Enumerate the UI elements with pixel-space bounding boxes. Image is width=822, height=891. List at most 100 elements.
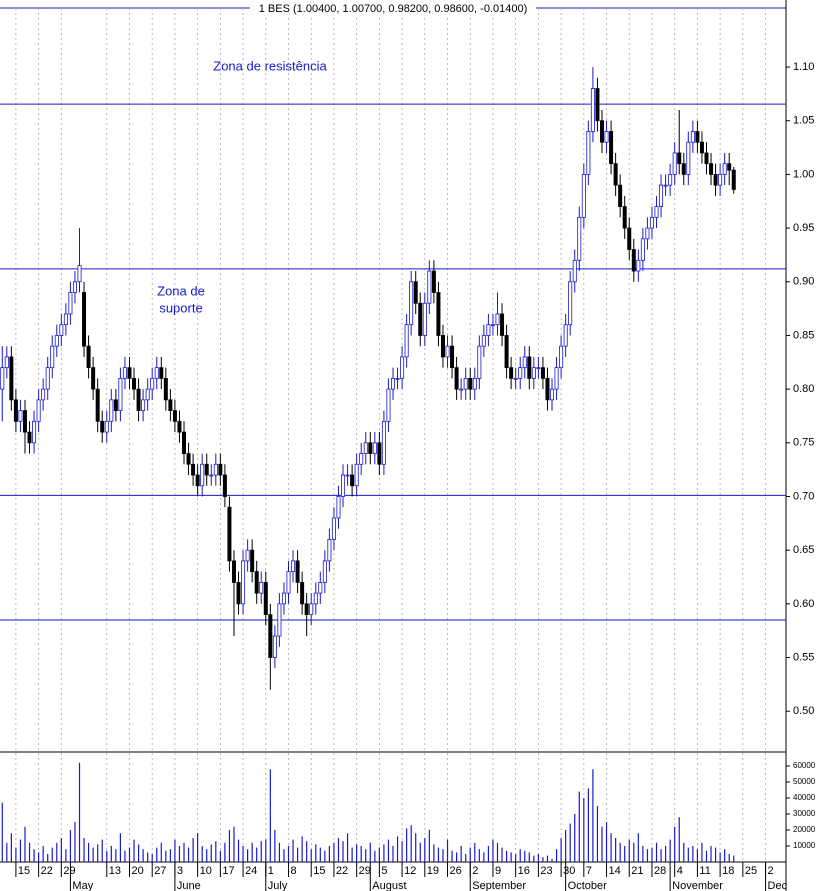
- candle-body: [468, 377, 473, 390]
- candle-body: [531, 367, 536, 379]
- candle-body: [599, 120, 604, 143]
- x-tick-label: 8: [291, 865, 297, 877]
- chart-title: 1 BES (1.00400, 1.00700, 0.98200, 0.9860…: [259, 3, 528, 15]
- candle-body: [104, 420, 109, 433]
- candle-body: [727, 163, 732, 171]
- candle-body: [690, 131, 695, 143]
- candle-body: [77, 265, 82, 283]
- candle-body: [241, 560, 246, 605]
- candle-body: [118, 377, 123, 411]
- month-label: September: [472, 880, 526, 891]
- candle-body: [150, 377, 155, 390]
- candle-body: [322, 560, 327, 583]
- candle-body: [540, 367, 545, 379]
- candle-body: [182, 431, 187, 454]
- x-tick-label: 28: [654, 865, 666, 877]
- x-tick-label: 16: [518, 865, 530, 877]
- candle-body: [622, 206, 627, 229]
- candle-body: [509, 367, 514, 379]
- y-tick-label: 0.55: [793, 651, 814, 663]
- x-tick-label: 26: [450, 865, 462, 877]
- y-tick-label: 0.80: [793, 383, 814, 395]
- annotation: suporte: [159, 300, 202, 315]
- x-tick-label: 30: [563, 865, 575, 877]
- x-tick-label: 15: [313, 865, 325, 877]
- candle-body: [86, 345, 91, 369]
- volume-tick-label: 40000: [793, 793, 816, 802]
- candle-body: [36, 399, 41, 422]
- candle-body: [172, 410, 177, 422]
- month-label: May: [72, 880, 93, 891]
- candle-body: [450, 345, 455, 369]
- y-tick-label: 1.10: [793, 61, 814, 73]
- candle-body: [22, 410, 27, 433]
- candle-body: [699, 141, 704, 154]
- candle-body: [132, 377, 137, 390]
- candle-body: [72, 281, 77, 293]
- candle-body: [649, 216, 654, 229]
- candle-body: [722, 163, 727, 175]
- candle-body: [141, 399, 146, 411]
- candle-body: [100, 420, 105, 433]
- x-tick-label: 17: [222, 865, 234, 877]
- candle-body: [609, 131, 614, 165]
- candle-body: [163, 377, 168, 401]
- candle-body: [291, 560, 296, 573]
- annotation: Zona de resistência: [213, 58, 327, 73]
- candle-body: [686, 141, 691, 175]
- candle-body: [440, 335, 445, 358]
- candle-body: [513, 377, 518, 380]
- candle-body: [82, 292, 87, 347]
- x-tick-label: 15: [18, 865, 30, 877]
- candle-body: [227, 506, 232, 562]
- candle-body: [304, 603, 309, 615]
- candle-body: [581, 174, 586, 218]
- x-tick-label: 4: [677, 865, 683, 877]
- month-label: Dec: [768, 880, 788, 891]
- y-tick-label: 0.90: [793, 276, 814, 288]
- candle-body: [331, 517, 336, 540]
- candle-body: [341, 474, 346, 497]
- candle-body: [404, 324, 409, 358]
- x-tick-label: 13: [109, 865, 121, 877]
- candle-body: [222, 474, 227, 497]
- candle-body: [68, 292, 73, 315]
- candle-body: [390, 377, 395, 390]
- candle-body: [704, 152, 709, 165]
- candle-body: [168, 399, 173, 411]
- candle-body: [518, 367, 523, 379]
- x-tick-label: 12: [404, 865, 416, 877]
- candle-body: [136, 388, 141, 411]
- candle-body: [4, 356, 9, 369]
- x-tick-label: 2: [768, 865, 774, 877]
- x-tick-label: 29: [63, 865, 75, 877]
- y-tick-label: 1.00: [793, 168, 814, 180]
- candle-body: [427, 270, 432, 304]
- candle-body: [709, 163, 714, 175]
- candle-body: [654, 206, 659, 218]
- candle-body: [409, 281, 414, 326]
- candle-body: [718, 174, 723, 186]
- candle-body: [572, 259, 577, 283]
- candle-body: [272, 635, 277, 658]
- candle-body: [363, 442, 368, 454]
- y-tick-label: 1.05: [793, 115, 814, 127]
- candle-body: [731, 169, 736, 190]
- candle-body: [472, 377, 477, 390]
- candle-body: [595, 88, 600, 122]
- candle-body: [395, 377, 400, 380]
- x-tick-label: 25: [745, 865, 757, 877]
- candle-body: [345, 474, 350, 477]
- y-tick-label: 0.75: [793, 437, 814, 449]
- candle-body: [586, 131, 591, 175]
- candle-body: [663, 184, 668, 187]
- candle-body: [500, 313, 505, 336]
- month-label: June: [177, 880, 201, 891]
- candle-body: [422, 302, 427, 336]
- candle-body: [436, 292, 441, 336]
- candle-body: [195, 474, 200, 487]
- candle-body: [613, 163, 618, 186]
- candle-body: [154, 367, 159, 379]
